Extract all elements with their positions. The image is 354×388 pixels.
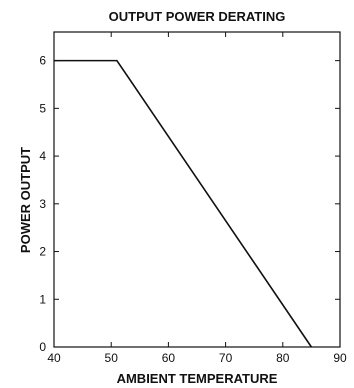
y-tick-label: 2 xyxy=(39,245,46,259)
y-tick-label: 0 xyxy=(39,340,46,354)
derating-curve xyxy=(54,59,313,348)
y-tick-label: 6 xyxy=(39,54,46,68)
y-tick-label: 1 xyxy=(39,292,46,306)
y-tick-label: 4 xyxy=(39,149,46,163)
y-tick-label: 5 xyxy=(39,101,46,115)
y-axis-ticks: 0 1 2 3 4 5 6 xyxy=(39,54,340,354)
y-tick-label: 3 xyxy=(39,197,46,211)
y-axis-label: POWER OUTPUT xyxy=(18,147,33,253)
x-axis-label: AMBIENT TEMPERATURE xyxy=(117,371,278,386)
x-tick-label: 70 xyxy=(219,351,233,365)
plot-frame xyxy=(53,31,341,348)
chart-title: OUTPUT POWER DERATING xyxy=(109,9,286,24)
x-tick-label: 80 xyxy=(276,351,290,365)
x-tick-label: 40 xyxy=(47,351,61,365)
x-axis-ticks: 40 50 60 70 80 90 xyxy=(47,32,347,365)
x-tick-label: 90 xyxy=(333,351,347,365)
series-layer xyxy=(54,59,313,348)
x-tick-label: 50 xyxy=(105,351,119,365)
x-tick-label: 60 xyxy=(162,351,176,365)
